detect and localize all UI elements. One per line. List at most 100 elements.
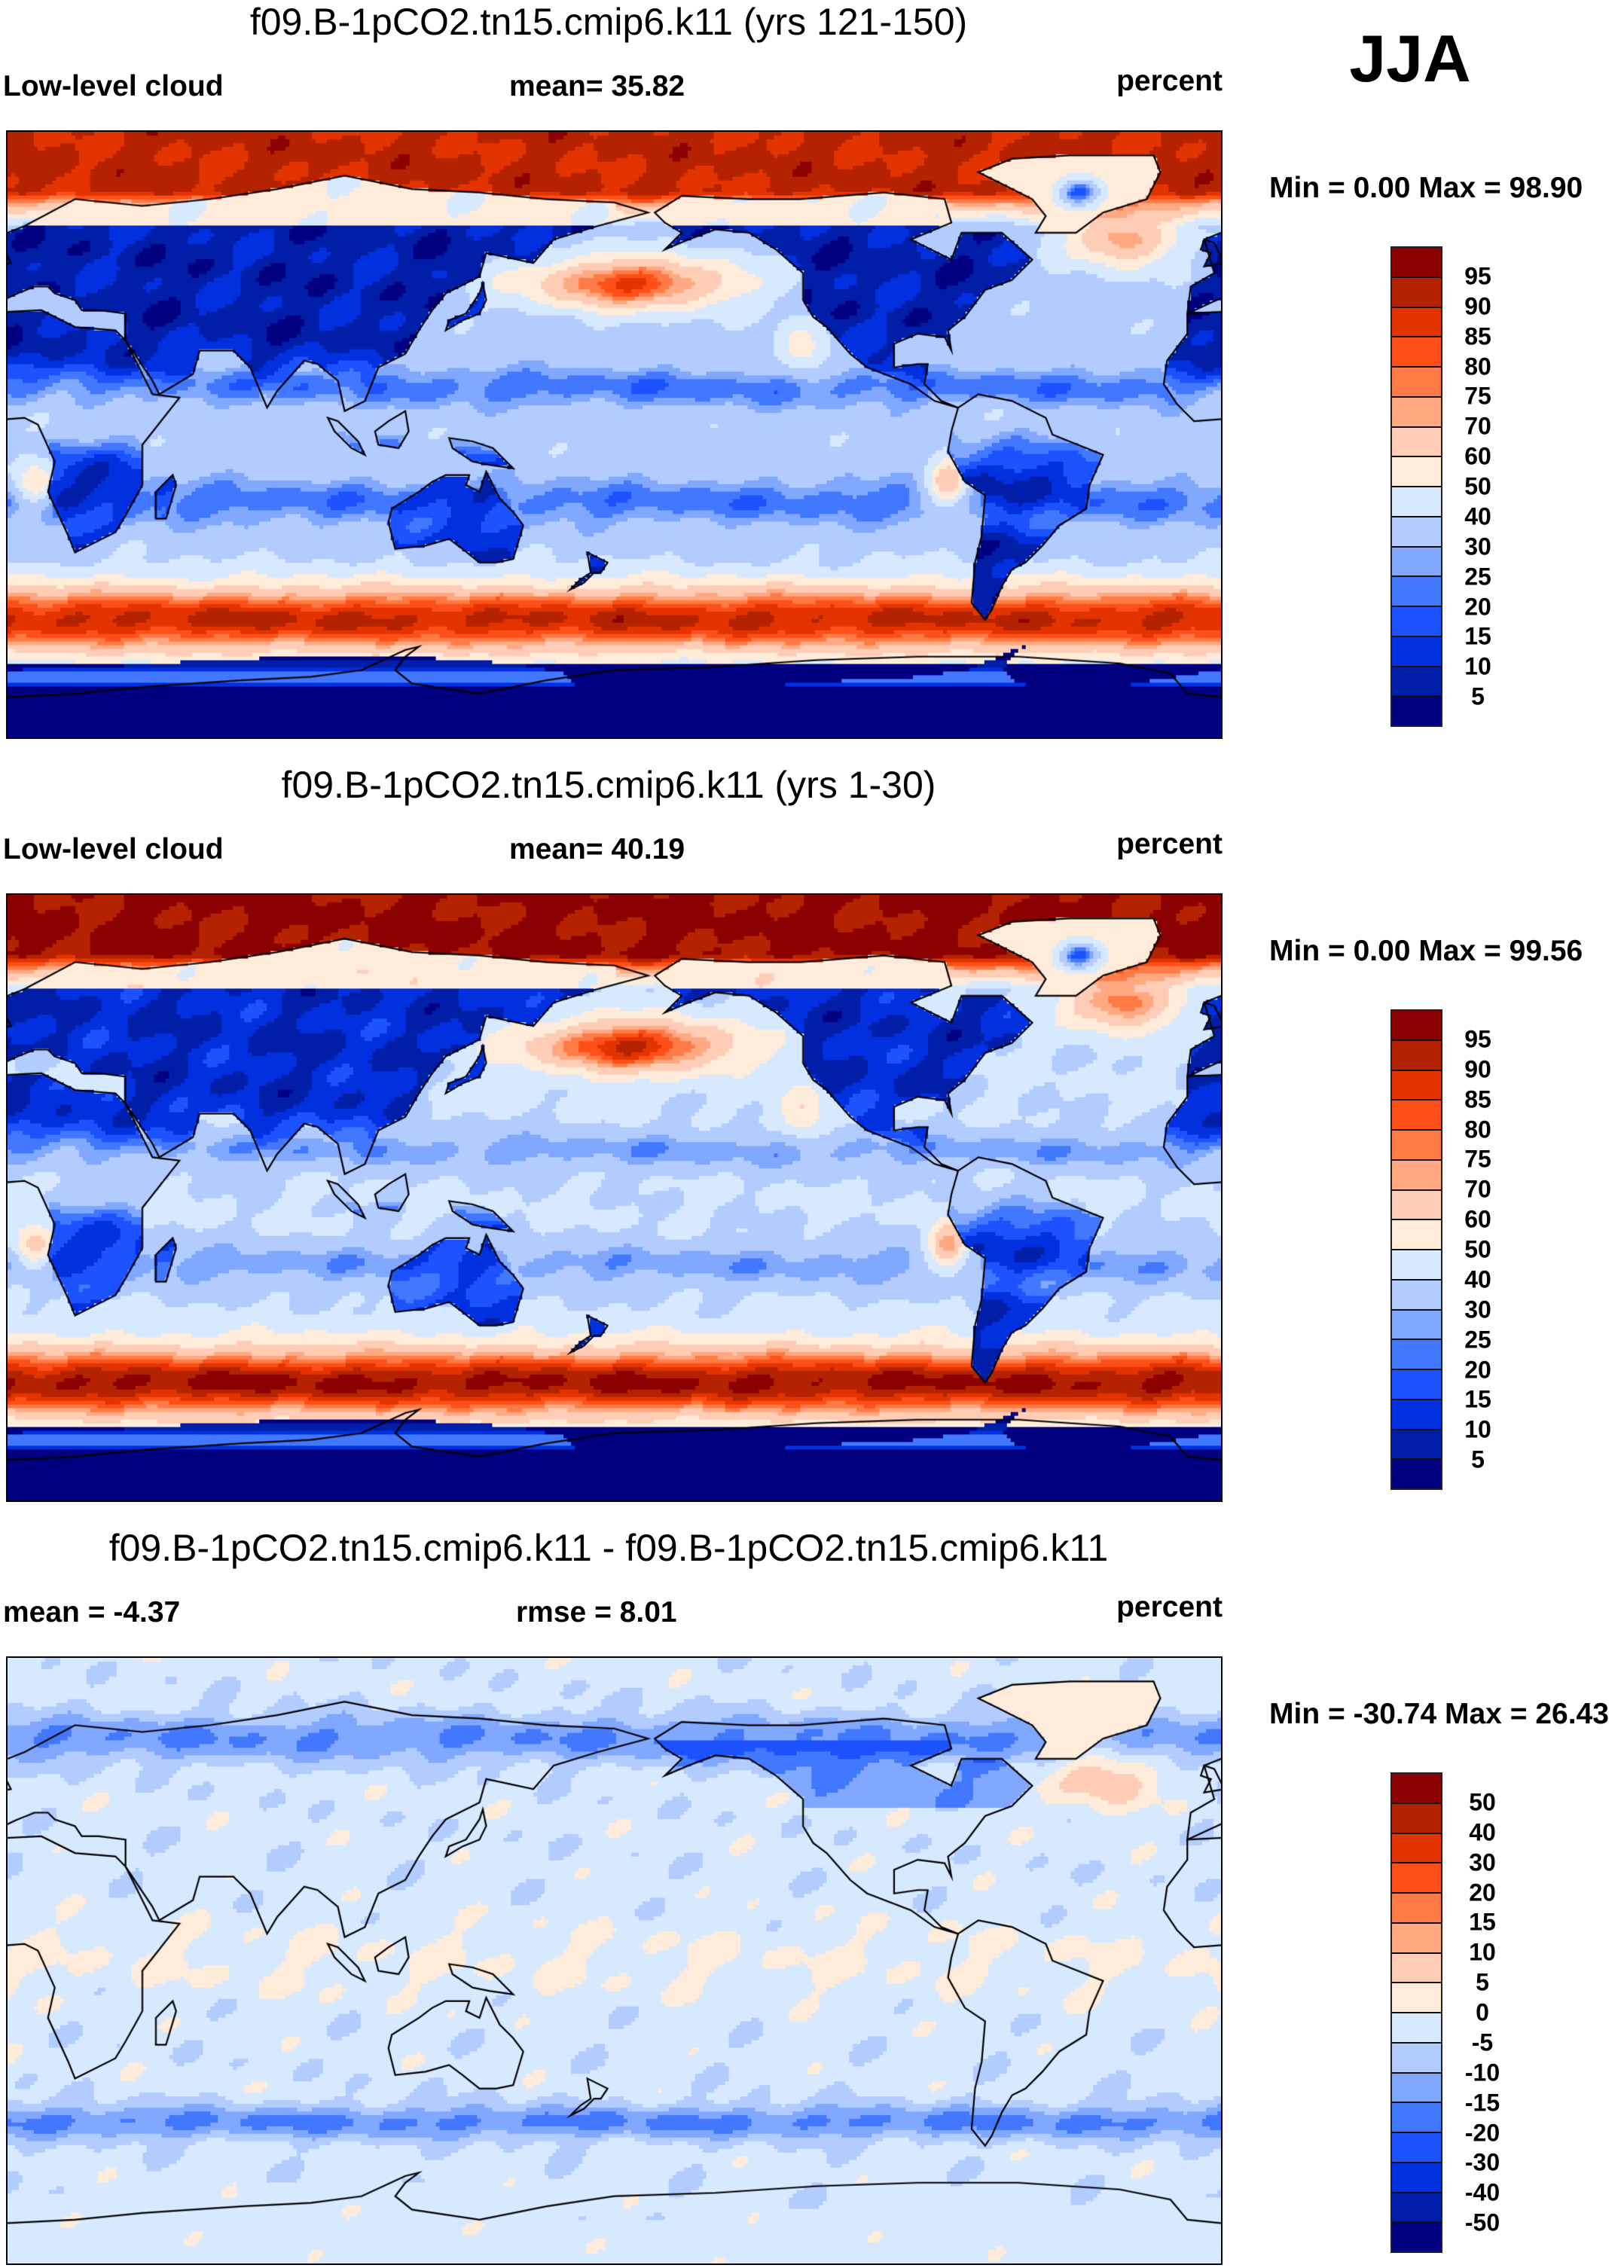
- colorbar-tick-label: 20: [1464, 1356, 1491, 1383]
- colorbar-tick-label: 60: [1464, 1205, 1491, 1233]
- colorbar-tick-label: 5: [1471, 1445, 1485, 1473]
- min-max-label: Min = 0.00 Max = 99.56: [1269, 935, 1583, 967]
- colorbar-tick-label: 80: [1464, 1116, 1491, 1143]
- colorbar-swatch: [1392, 397, 1441, 428]
- colorbar-swatch: [1392, 427, 1441, 458]
- colorbar-tick-label: 70: [1464, 1175, 1491, 1203]
- colorbar-tick-label: -40: [1464, 2178, 1500, 2206]
- colorbar-tick-label: 80: [1464, 353, 1491, 380]
- colorbar-tick-label: 90: [1464, 1055, 1491, 1083]
- colorbar-swatch: [1392, 2193, 1441, 2224]
- colorbar-tick-label: 60: [1464, 442, 1491, 470]
- colorbar-swatch: [1392, 547, 1441, 578]
- colorbar-swatch: [1392, 1833, 1441, 1864]
- colorbar-tick-label: 10: [1464, 652, 1491, 680]
- colorbar-swatch: [1392, 1803, 1441, 1834]
- colorbar-swatch: [1392, 1310, 1441, 1341]
- colorbar-swatch: [1392, 577, 1441, 607]
- colorbar-swatch: [1392, 368, 1441, 398]
- panel-title: f09.B-1pCO2.tn15.cmip6.k11 - f09.B-1pCO2…: [108, 1527, 1109, 1569]
- colorbar-swatch: [1392, 307, 1441, 338]
- colorbar-swatch: [1392, 1100, 1441, 1131]
- units-label: percent: [1116, 65, 1223, 97]
- colorbar-swatch: [1392, 1774, 1441, 1804]
- colorbar-tick-label: 40: [1464, 502, 1491, 530]
- colorbar-tick-label: 95: [1464, 1025, 1491, 1053]
- colorbar-swatch: [1392, 457, 1441, 487]
- contour-map: [6, 1656, 1223, 2265]
- colorbar-swatch: [1392, 1864, 1441, 1894]
- colorbar-swatch: [1392, 2013, 1441, 2044]
- colorbar-swatch: [1392, 2223, 1441, 2251]
- colorbar-tick-label: 30: [1464, 1296, 1491, 1323]
- colorbar-swatch: [1392, 1340, 1441, 1370]
- colorbar-tick-label: 95: [1464, 262, 1491, 290]
- rmse-label: rmse = 8.01: [516, 1596, 677, 1629]
- colorbar-tick-label: 40: [1469, 1818, 1496, 1846]
- colorbar-tick-label: 5: [1471, 682, 1485, 710]
- colorbar-swatch: [1392, 1460, 1441, 1488]
- colorbar-swatch: [1392, 1430, 1441, 1461]
- colorbar-swatch: [1392, 2073, 1441, 2104]
- colorbar-tick-label: -20: [1464, 2119, 1500, 2146]
- units-label: percent: [1116, 1591, 1223, 1623]
- colorbar-tick-label: 15: [1464, 1385, 1491, 1413]
- colorbar-tick-label: 15: [1469, 1908, 1496, 1936]
- colorbar-swatch: [1392, 1220, 1441, 1250]
- colorbar-swatch: [1392, 2133, 1441, 2163]
- colorbar-tick-label: 10: [1469, 1938, 1496, 1966]
- colorbar-tick-label: 50: [1464, 1235, 1491, 1263]
- colorbar-tick-label: 85: [1464, 1085, 1491, 1113]
- colorbar-swatch: [1392, 1250, 1441, 1281]
- mean-label: mean= 40.19: [509, 833, 685, 865]
- colorbar: [1390, 1772, 1442, 2253]
- colorbar-swatch: [1392, 1190, 1441, 1221]
- colorbar-tick-label: 30: [1464, 533, 1491, 560]
- colorbar-tick-label: 40: [1464, 1265, 1491, 1293]
- season-label: JJA: [1349, 21, 1471, 96]
- colorbar-tick-label: 20: [1469, 1879, 1496, 1906]
- colorbar-tick-label: 0: [1476, 1998, 1489, 2026]
- colorbar-swatch: [1392, 2043, 1441, 2074]
- units-label: percent: [1116, 828, 1223, 860]
- panel-title: f09.B-1pCO2.tn15.cmip6.k11 (yrs 121-150): [249, 1, 968, 43]
- colorbar-swatch: [1392, 636, 1441, 667]
- colorbar-tick-label: 25: [1464, 1326, 1491, 1354]
- colorbar-swatch: [1392, 277, 1441, 308]
- colorbar-tick-label: 75: [1464, 382, 1491, 410]
- mean-label: mean= 35.82: [509, 70, 685, 102]
- variable-label: Low-level cloud: [3, 70, 224, 102]
- colorbar-swatch: [1392, 1953, 1441, 1984]
- colorbar-tick-label: 10: [1464, 1415, 1491, 1443]
- colorbar-tick-label: 15: [1464, 622, 1491, 650]
- colorbar-tick-label: -30: [1464, 2148, 1500, 2176]
- colorbar-swatch: [1392, 2163, 1441, 2193]
- min-max-label: Min = -30.74 Max = 26.43: [1269, 1698, 1609, 1730]
- min-max-label: Min = 0.00 Max = 98.90: [1269, 172, 1583, 204]
- panel-title: f09.B-1pCO2.tn15.cmip6.k11 (yrs 1-30): [281, 764, 936, 806]
- colorbar: [1390, 246, 1442, 727]
- colorbar-swatch: [1392, 517, 1441, 548]
- colorbar-swatch: [1392, 2103, 1441, 2133]
- colorbar-tick-label: -50: [1464, 2208, 1500, 2236]
- colorbar-swatch: [1392, 1011, 1441, 1041]
- contour-map: [6, 130, 1223, 739]
- colorbar-swatch: [1392, 1983, 1441, 2013]
- colorbar-tick-label: -15: [1464, 2089, 1500, 2117]
- colorbar-swatch: [1392, 1923, 1441, 1954]
- colorbar-swatch: [1392, 1070, 1441, 1101]
- colorbar-tick-label: 70: [1464, 412, 1491, 440]
- colorbar-swatch: [1392, 697, 1441, 725]
- colorbar-swatch: [1392, 667, 1441, 697]
- variable-label: Low-level cloud: [3, 833, 224, 865]
- colorbar-swatch: [1392, 1370, 1441, 1400]
- colorbar-tick-label: -10: [1464, 2059, 1500, 2086]
- contour-map: [6, 893, 1223, 1502]
- colorbar-tick-label: 75: [1464, 1145, 1491, 1173]
- colorbar-tick-label: 5: [1476, 1968, 1489, 1996]
- colorbar-tick-label: 25: [1464, 563, 1491, 591]
- colorbar-tick-label: -5: [1471, 2028, 1494, 2056]
- mean-label: mean = -4.37: [3, 1596, 181, 1629]
- colorbar-swatch: [1392, 337, 1441, 368]
- colorbar-swatch: [1392, 1040, 1441, 1071]
